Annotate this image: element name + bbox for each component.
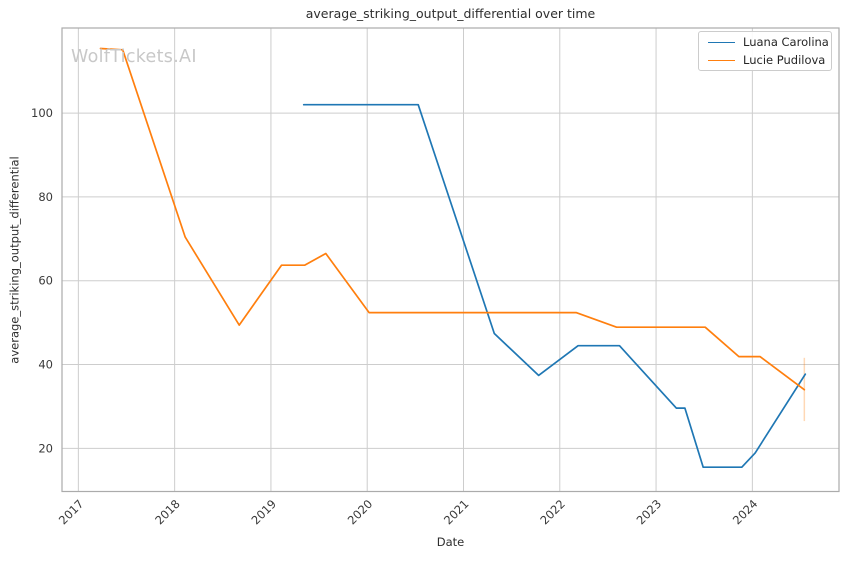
legend-line-swatch-blue [708,41,735,43]
series-line-lucie-pudilova [99,47,806,391]
x-tick-label-2019: 2019 [248,497,279,528]
y-axis-label: average_striking_output_differential [7,156,22,364]
plot-border [61,27,840,493]
x-tick-label-2024: 2024 [730,497,761,528]
x-axis-label: Date [436,535,465,549]
x-tick-label-2018: 2018 [152,497,183,528]
x-tick-label-2023: 2023 [634,497,665,528]
chart-title: average_striking_output_differential ove… [305,6,596,21]
legend-line-swatch-orange [708,59,735,61]
x-tick-label-2022: 2022 [537,497,568,528]
x-tick-label-2017: 2017 [56,497,87,528]
legend-label: Lucie Pudilova [743,53,826,67]
y-tick-label-20: 20 [38,441,53,455]
legend-item: Lucie Pudilova [708,52,831,68]
x-tick-label-2020: 2020 [345,497,376,528]
y-tick-label-100: 100 [31,106,53,120]
y-tick-label-40: 40 [38,358,53,372]
y-tick-label-60: 60 [38,274,53,288]
x-tick-label-2021: 2021 [441,497,472,528]
legend-item: Luana Carolina [708,34,831,50]
series-line-luana-carolina [302,103,807,469]
legend: Luana Carolina Lucie Pudilova [698,31,832,71]
y-tick-label-80: 80 [38,190,53,204]
watermark: WolfTickets.AI [71,47,197,67]
legend-label: Luana Carolina [743,35,829,49]
